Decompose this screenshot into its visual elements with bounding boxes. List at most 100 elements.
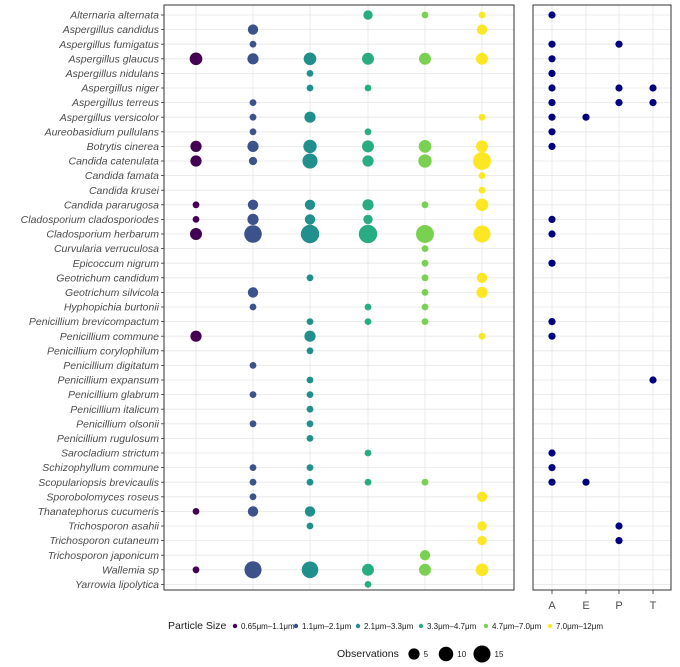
particle-size-points bbox=[189, 10, 491, 588]
chart-background bbox=[164, 5, 671, 590]
color-legend-label: 1.1μm–2.1μm bbox=[302, 622, 352, 631]
species-label: Penicillium rugulosum bbox=[57, 433, 159, 445]
color-legend-items: 0.65μm–1.1μm 1.1μm–2.1μm 2.1μm–3.3μm 3.3μm–… bbox=[232, 622, 603, 631]
species-label: Trichosporon japonicum bbox=[48, 550, 160, 562]
species-label: Trichosporon cutaneum bbox=[49, 535, 159, 547]
species-label: Sporobolomyces roseus bbox=[46, 491, 159, 503]
category-point bbox=[548, 332, 556, 340]
particle-point bbox=[421, 245, 429, 252]
category-point bbox=[548, 11, 556, 19]
particle-point bbox=[304, 330, 316, 342]
particle-point bbox=[363, 214, 373, 225]
particle-point bbox=[364, 303, 372, 311]
particle-point bbox=[192, 216, 200, 223]
particle-point bbox=[476, 140, 488, 153]
size-legend-title: Observations bbox=[337, 648, 399, 660]
species-label: Aspergillus versicolor bbox=[59, 112, 160, 124]
particle-point bbox=[249, 493, 257, 501]
particle-point bbox=[421, 11, 429, 19]
particle-point bbox=[478, 332, 486, 340]
species-label: Trichosporon asahii bbox=[68, 521, 160, 533]
species-label: Candida catenulata bbox=[69, 156, 160, 168]
particle-point bbox=[362, 563, 374, 576]
species-label: Penicillium olsonii bbox=[76, 418, 160, 430]
color-legend-key bbox=[232, 623, 238, 629]
color-legend-key bbox=[418, 623, 424, 629]
main-panel-border bbox=[163, 4, 515, 591]
category-tick-label: E bbox=[582, 600, 589, 612]
color-legend-key bbox=[483, 623, 489, 629]
particle-point bbox=[364, 84, 372, 92]
particle-point bbox=[249, 99, 257, 106]
species-label: Aspergillus candidus bbox=[62, 24, 160, 36]
size-legend-key bbox=[408, 648, 420, 660]
category-point bbox=[615, 99, 623, 107]
particle-point bbox=[248, 156, 258, 166]
category-point bbox=[615, 84, 623, 92]
particle-point bbox=[362, 199, 374, 211]
species-label: Aspergillus nidulans bbox=[65, 68, 160, 80]
particle-point bbox=[306, 478, 314, 486]
particle-point bbox=[306, 70, 314, 77]
species-label: Aspergillus glaucus bbox=[68, 53, 160, 65]
particle-point bbox=[306, 464, 314, 471]
species-label: Aspergillus niger bbox=[80, 83, 159, 95]
color-legend-key bbox=[293, 623, 299, 629]
category-point bbox=[548, 69, 556, 77]
particle-point bbox=[418, 140, 432, 153]
category-point bbox=[615, 522, 623, 530]
particle-point bbox=[306, 405, 314, 413]
species-label: Alternaria alternata bbox=[69, 10, 159, 22]
size-legend-label: 5 bbox=[424, 650, 429, 659]
particle-point bbox=[477, 535, 487, 546]
color-legend-label: 4.7μm–7.0μm bbox=[492, 622, 542, 631]
species-label: Penicillium glabrum bbox=[68, 389, 159, 401]
particle-point bbox=[421, 303, 429, 311]
category-tick-label: P bbox=[615, 600, 622, 612]
color-legend-title: Particle Size bbox=[168, 620, 227, 632]
species-label: Penicillium expansum bbox=[57, 375, 159, 387]
particle-point bbox=[247, 53, 259, 65]
species-label: Cladosporium cladosporiodes bbox=[21, 214, 160, 226]
particle-point bbox=[304, 111, 316, 123]
particle-point bbox=[475, 198, 489, 212]
gridlines bbox=[164, 5, 671, 590]
particle-point bbox=[363, 10, 373, 20]
particle-point bbox=[247, 140, 259, 153]
size-legend-key bbox=[473, 645, 491, 663]
category-point bbox=[548, 40, 556, 48]
species-label: Aspergillus fumigatus bbox=[58, 39, 160, 51]
particle-point bbox=[306, 435, 314, 442]
particle-point bbox=[249, 303, 257, 311]
particle-point bbox=[304, 214, 316, 225]
category-point bbox=[548, 464, 556, 472]
particle-point bbox=[249, 478, 257, 486]
species-label: Hyphopichia burtonii bbox=[64, 302, 160, 314]
particle-point bbox=[478, 11, 486, 19]
particle-point bbox=[476, 52, 488, 65]
particle-point bbox=[476, 272, 488, 283]
panel-borders bbox=[163, 4, 672, 591]
particle-point bbox=[247, 24, 259, 35]
particle-point bbox=[306, 347, 314, 355]
species-label: Candida krusei bbox=[89, 185, 160, 197]
category-point bbox=[548, 449, 556, 457]
species-label: Sarocladium strictum bbox=[61, 448, 159, 460]
species-label: Cladosporium herbarum bbox=[46, 229, 159, 241]
category-point bbox=[582, 113, 590, 121]
particle-point bbox=[192, 508, 200, 515]
category-tick-label: A bbox=[548, 600, 556, 612]
category-point bbox=[548, 318, 556, 326]
species-label: Curvularia verruculosa bbox=[54, 243, 159, 255]
particle-point bbox=[304, 506, 316, 517]
particle-point bbox=[364, 449, 372, 457]
particle-point bbox=[190, 155, 202, 167]
species-axis-labels: Alternaria alternata Aspergillus candidus… bbox=[21, 10, 164, 591]
color-legend-label: 3.3μm–4.7μm bbox=[427, 622, 477, 631]
particle-point bbox=[249, 128, 257, 136]
category-tick-label: T bbox=[650, 600, 657, 612]
particle-point bbox=[416, 225, 434, 243]
category-point bbox=[582, 478, 590, 486]
category-point bbox=[548, 113, 556, 121]
